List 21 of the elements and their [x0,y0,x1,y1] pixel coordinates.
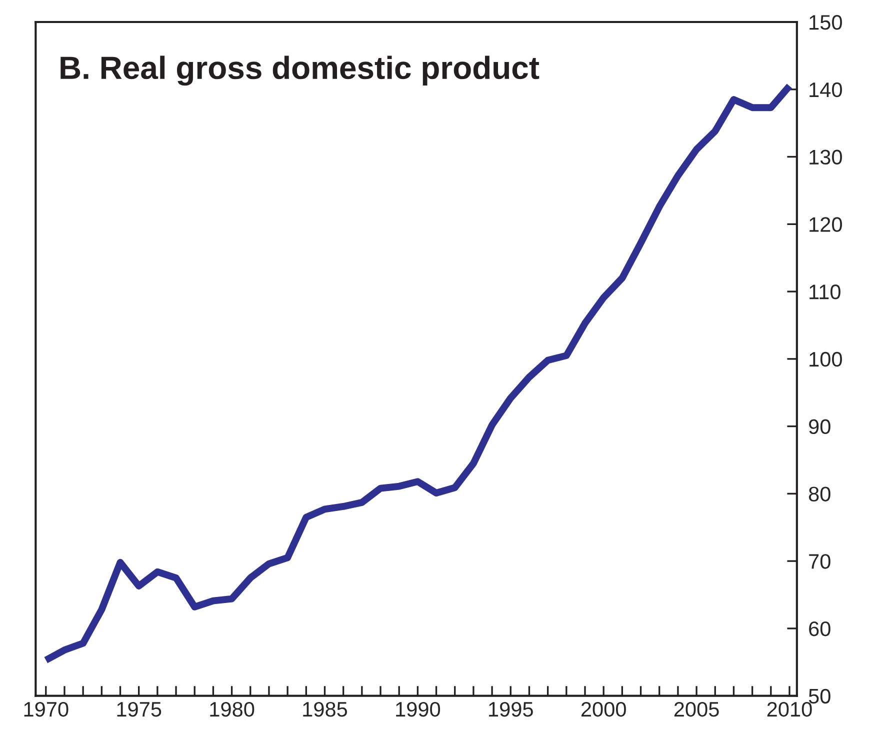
y-tick-label: 150 [810,15,842,30]
text: B. Real gross domestic product [60,56,540,86]
x-tick-label: 2000 [581,702,626,717]
x-tick-label: 1975 [117,702,162,717]
y-tick-label: 50 [808,688,830,704]
y-tick-label: 70 [809,554,830,569]
y-tick-label: 60 [809,621,830,636]
y-tick-label: 130 [810,150,842,165]
x-tick-label: 1970 [24,702,68,717]
x-tick-label: 2005 [674,702,719,717]
y-tick-label: 120 [810,217,842,232]
y-tick-label: 80 [808,486,830,502]
x-tick-label: 2010 [767,702,812,717]
y-tick-label: 140 [810,82,842,98]
y-tick-label: 100 [810,352,842,367]
y-tick-label: 110 [810,284,840,300]
x-tick-label: 1995 [489,702,533,717]
y-tick-label: 90 [809,419,830,434]
x-tick-label: 1990 [396,702,440,717]
x-tick-label: 1985 [303,702,348,717]
x-tick-label: 1980 [210,702,254,717]
